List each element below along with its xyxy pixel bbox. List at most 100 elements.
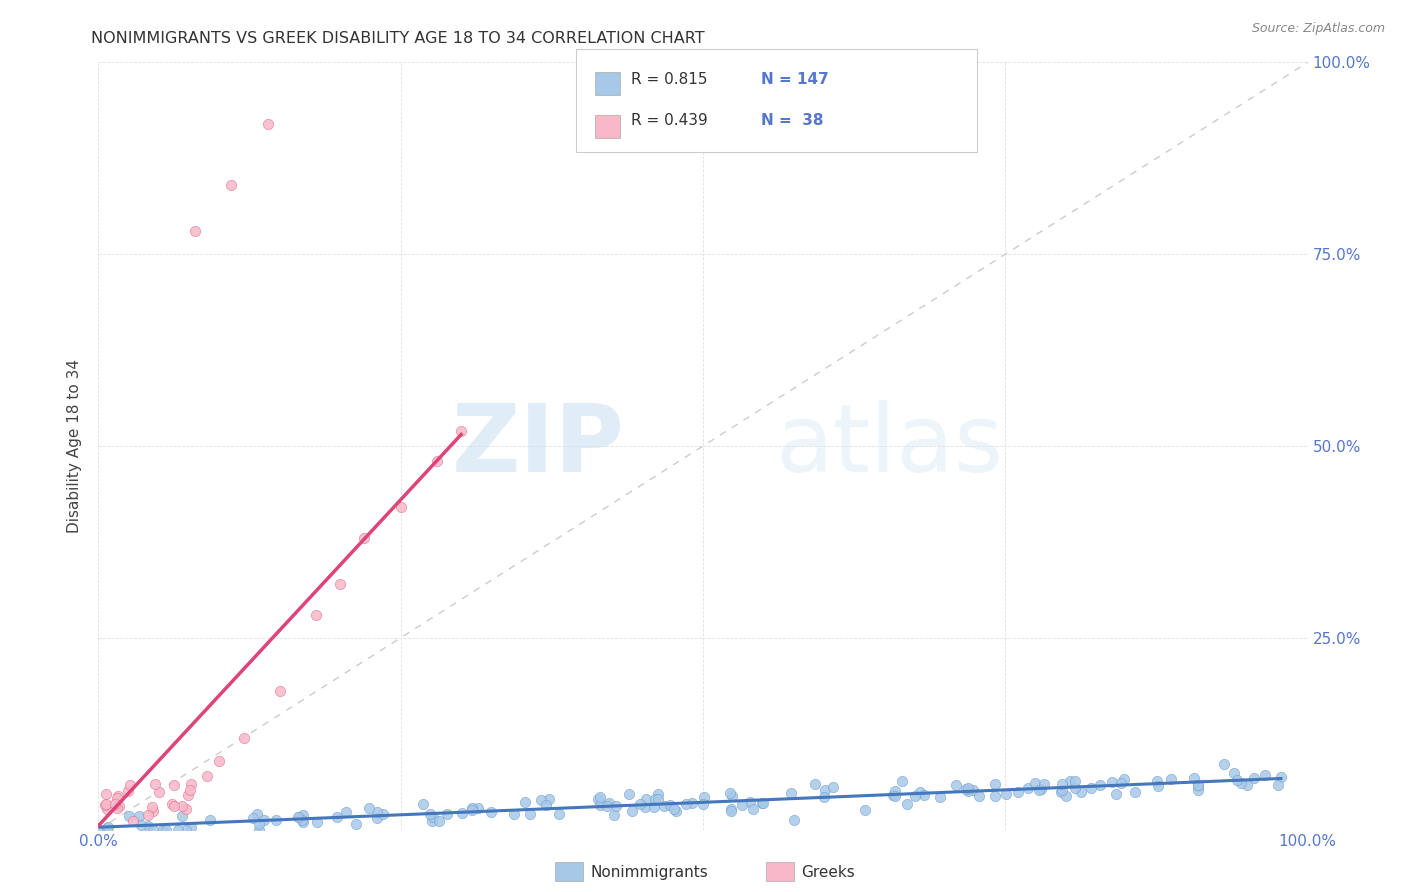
Point <box>419 806 441 821</box>
Point <box>427 814 450 828</box>
Text: atlas: atlas <box>776 400 1004 492</box>
Point <box>1146 774 1168 789</box>
Point <box>291 813 314 827</box>
Point <box>1109 775 1132 789</box>
Point <box>665 804 688 818</box>
Point <box>884 789 907 804</box>
Point <box>779 786 801 800</box>
Point <box>1123 784 1146 798</box>
Point <box>1050 785 1073 799</box>
Point <box>256 117 278 131</box>
Point <box>253 813 276 827</box>
Point <box>605 798 627 813</box>
Point <box>1160 772 1182 786</box>
Point <box>628 797 651 811</box>
Point <box>1050 783 1073 797</box>
Point <box>634 792 657 806</box>
Point <box>170 799 193 814</box>
Point <box>1050 777 1073 791</box>
Point <box>179 783 201 797</box>
Point <box>589 789 612 804</box>
Point <box>422 809 444 823</box>
Point <box>326 810 349 824</box>
Point <box>1064 781 1087 796</box>
Point <box>1080 780 1102 795</box>
Point <box>955 782 977 797</box>
Point <box>731 797 754 812</box>
Point <box>515 795 537 809</box>
Point <box>305 607 328 622</box>
Point <box>96 797 118 811</box>
Point <box>813 790 835 805</box>
Point <box>721 789 744 804</box>
Point <box>804 776 827 790</box>
Point <box>1024 776 1046 790</box>
Point <box>426 454 449 468</box>
Point <box>1105 787 1128 801</box>
Point <box>1007 784 1029 798</box>
Point <box>97 820 120 834</box>
Point <box>957 781 980 796</box>
Point <box>984 777 1007 791</box>
Text: ZIP: ZIP <box>451 400 624 492</box>
Point <box>152 822 174 837</box>
Point <box>177 788 200 802</box>
Point <box>962 782 984 797</box>
Point <box>163 778 186 792</box>
Point <box>1088 778 1111 792</box>
Point <box>692 797 714 811</box>
Point <box>131 817 153 831</box>
Point <box>855 803 877 817</box>
Point <box>371 807 394 822</box>
Point <box>548 807 571 822</box>
Point <box>681 796 703 810</box>
Point <box>136 819 159 833</box>
Text: Nonimmigrants: Nonimmigrants <box>591 865 709 880</box>
Point <box>335 805 357 819</box>
Point <box>1187 779 1209 793</box>
Point <box>105 791 128 805</box>
Point <box>1254 768 1277 782</box>
Point <box>108 798 131 813</box>
Point <box>742 802 765 816</box>
Point <box>929 789 952 804</box>
Point <box>96 802 118 816</box>
Text: R = 0.815: R = 0.815 <box>631 72 707 87</box>
Point <box>634 799 657 814</box>
Point <box>647 787 669 801</box>
Point <box>120 779 142 793</box>
Point <box>675 797 697 811</box>
Point <box>163 798 186 813</box>
Point <box>1033 777 1056 791</box>
Point <box>643 800 665 814</box>
Point <box>107 789 129 804</box>
Point <box>155 822 177 837</box>
Text: Greeks: Greeks <box>801 865 855 880</box>
Point <box>912 788 935 802</box>
Point <box>142 804 165 818</box>
Point <box>994 787 1017 801</box>
Point <box>461 801 484 815</box>
Point <box>287 810 309 824</box>
Point <box>247 817 270 831</box>
Point <box>117 809 139 823</box>
Point <box>353 531 375 545</box>
Point <box>143 777 166 791</box>
Y-axis label: Disability Age 18 to 34: Disability Age 18 to 34 <box>67 359 83 533</box>
Point <box>647 792 669 806</box>
Point <box>1114 772 1136 787</box>
Point <box>366 811 388 825</box>
Point <box>823 780 845 794</box>
Point <box>738 795 761 809</box>
Point <box>117 783 139 797</box>
Point <box>105 800 128 814</box>
Point <box>346 817 368 831</box>
Point <box>537 792 560 806</box>
Point <box>359 801 381 815</box>
Point <box>232 731 254 745</box>
Text: N = 147: N = 147 <box>761 72 828 87</box>
Point <box>693 789 716 804</box>
Point <box>589 797 612 812</box>
Point <box>598 796 620 810</box>
Point <box>1101 775 1123 789</box>
